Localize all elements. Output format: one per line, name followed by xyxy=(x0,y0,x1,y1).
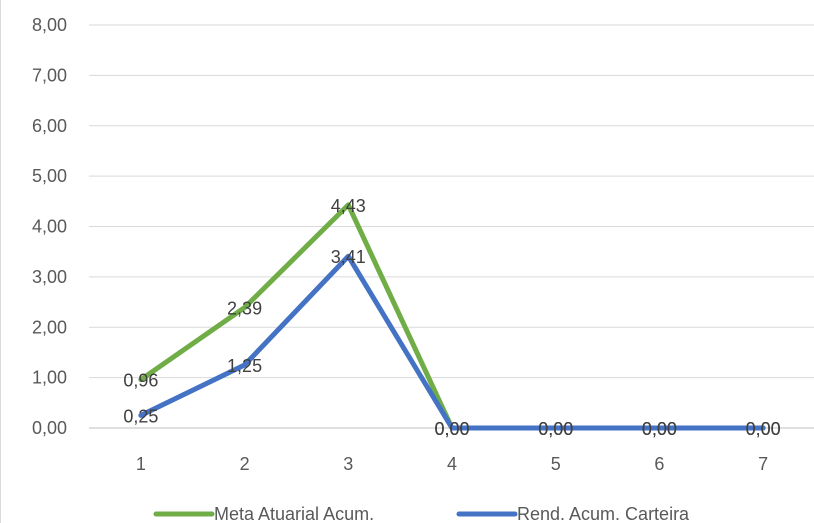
data-label: 0,00 xyxy=(746,419,781,439)
legend: Meta Atuarial Acum. Rend. Acum. Carteira xyxy=(153,504,690,523)
y-tick-label: 4,00 xyxy=(32,217,67,237)
y-tick-label: 7,00 xyxy=(32,65,67,85)
legend-label: Rend. Acum. Carteira xyxy=(517,504,690,523)
legend-label: Meta Atuarial Acum. xyxy=(214,504,374,523)
data-label: 4,43 xyxy=(331,196,366,216)
data-label: 0,25 xyxy=(123,406,158,426)
y-tick-label: 1,00 xyxy=(32,368,67,388)
y-axis-ticks: 0,00 1,00 2,00 3,00 4,00 5,00 6,00 7,00 8,00 xyxy=(32,15,67,438)
data-labels: 0,96 2,39 4,43 0,00 0,00 0,00 0,00 0,25 1,25 3,41… xyxy=(123,196,780,439)
data-label: 3,41 xyxy=(331,247,366,267)
x-tick-label: 3 xyxy=(343,454,353,474)
data-label: 2,39 xyxy=(227,299,262,319)
x-axis-ticks: 1 2 3 4 5 6 7 xyxy=(136,454,768,474)
data-label: 0,00 xyxy=(434,419,469,439)
x-tick-label: 6 xyxy=(654,454,664,474)
gridlines xyxy=(89,24,814,429)
data-label: 0,00 xyxy=(642,419,677,439)
data-label: 0,00 xyxy=(538,419,573,439)
y-tick-label: 3,00 xyxy=(32,267,67,287)
x-tick-label: 5 xyxy=(551,454,561,474)
series-lines xyxy=(138,202,766,431)
data-label: 0,00 xyxy=(434,419,469,439)
y-tick-label: 2,00 xyxy=(32,317,67,337)
x-tick-label: 1 xyxy=(136,454,146,474)
data-label: 0,00 xyxy=(538,419,573,439)
data-label: 1,25 xyxy=(227,356,262,376)
y-tick-label: 6,00 xyxy=(32,116,67,136)
data-label: 0,00 xyxy=(746,419,781,439)
x-tick-label: 7 xyxy=(758,454,768,474)
y-tick-label: 5,00 xyxy=(32,166,67,186)
series-line-2 xyxy=(138,253,766,431)
data-label: 0,00 xyxy=(642,419,677,439)
y-tick-label: 8,00 xyxy=(32,15,67,35)
x-tick-label: 2 xyxy=(240,454,250,474)
data-label: 0,96 xyxy=(123,371,158,391)
x-tick-label: 4 xyxy=(447,454,457,474)
y-tick-label: 0,00 xyxy=(32,418,67,438)
